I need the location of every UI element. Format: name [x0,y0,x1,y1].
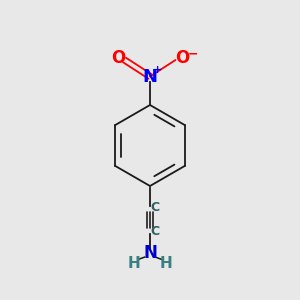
Text: C: C [151,201,160,214]
Text: H: H [159,256,172,271]
Text: O: O [111,50,125,68]
Text: O: O [175,50,189,68]
Text: C: C [151,225,160,238]
Text: +: + [153,64,162,75]
Text: −: − [188,47,198,61]
Text: N: N [143,244,157,262]
Text: H: H [128,256,141,271]
Text: N: N [142,68,158,85]
